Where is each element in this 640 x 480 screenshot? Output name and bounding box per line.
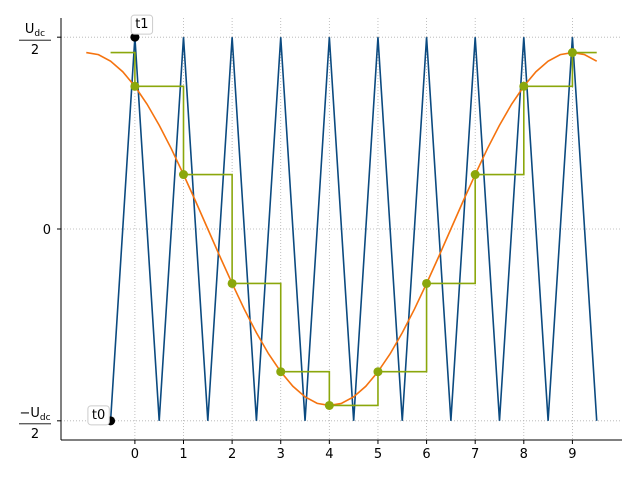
- x-tick-label: 3: [277, 447, 285, 462]
- marker: [470, 170, 480, 180]
- x-tick-label: 0: [131, 447, 139, 462]
- marker: [324, 400, 334, 410]
- marker: [227, 278, 237, 288]
- x-tick-label: 5: [374, 447, 382, 462]
- marker: [130, 81, 140, 91]
- x-tick-label: 1: [179, 447, 187, 462]
- step-line: [110, 51, 597, 407]
- annotation: t0: [87, 405, 110, 426]
- marker: [179, 170, 189, 180]
- x-tick-label: 7: [471, 447, 479, 462]
- y-tick-label: 0: [43, 223, 51, 238]
- x-tick-label: 4: [325, 447, 333, 462]
- x-tick-label: 8: [520, 447, 528, 462]
- series-line: [86, 51, 598, 407]
- x-tick-label: 9: [568, 447, 576, 462]
- marker: [276, 367, 286, 377]
- x-tick-label: 2: [228, 447, 236, 462]
- marker: [567, 48, 577, 58]
- annotation-box: [87, 405, 110, 426]
- series-line: [109, 37, 598, 421]
- annotation-text: t1: [135, 17, 148, 32]
- marker: [373, 367, 383, 377]
- annotation: t1: [130, 14, 154, 35]
- y-tick-label: Udc 2: [25, 22, 45, 58]
- annotation-text: t0: [92, 408, 105, 423]
- x-tick-label: 6: [422, 447, 430, 462]
- marker: [130, 32, 140, 42]
- marker: [422, 278, 432, 288]
- y-tick-label: −Udc 2: [19, 406, 50, 442]
- annotation-box: [130, 14, 154, 35]
- marker: [519, 81, 529, 91]
